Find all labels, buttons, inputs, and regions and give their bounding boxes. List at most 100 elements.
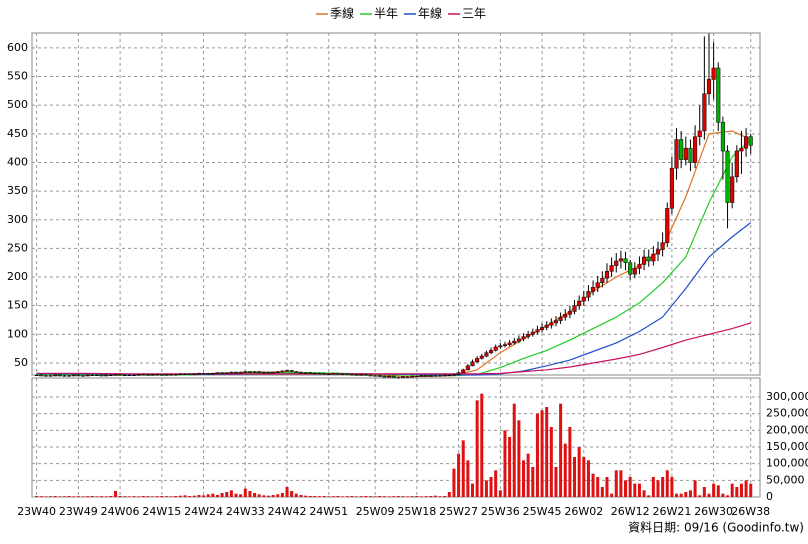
volume-bar bbox=[313, 496, 317, 497]
candle-body bbox=[173, 374, 178, 376]
volume-bar bbox=[735, 487, 739, 497]
candle-body bbox=[679, 139, 684, 160]
volume-bar bbox=[721, 493, 725, 497]
candle-body bbox=[238, 371, 243, 374]
volume-bar bbox=[586, 460, 590, 497]
candle-body bbox=[577, 300, 582, 306]
candle-body bbox=[424, 375, 429, 377]
candle-body bbox=[415, 376, 419, 378]
volume-bar bbox=[480, 393, 484, 497]
candle-body bbox=[48, 375, 53, 377]
candle-body bbox=[396, 377, 401, 379]
x-tick-label: 25W45 bbox=[523, 505, 562, 518]
volume-bar bbox=[494, 470, 498, 497]
candle-body bbox=[382, 375, 387, 378]
candle-body bbox=[368, 374, 373, 377]
volume-bar bbox=[619, 470, 623, 497]
candle-body bbox=[81, 375, 85, 377]
candle-body bbox=[164, 374, 169, 376]
candle-body bbox=[113, 374, 118, 376]
volume-bar bbox=[341, 496, 345, 497]
volume-bar bbox=[656, 480, 660, 497]
candle-body bbox=[322, 373, 327, 375]
volume-bar bbox=[429, 496, 433, 497]
candle-body bbox=[642, 256, 647, 265]
volume-bar bbox=[155, 496, 159, 497]
volume-bar bbox=[503, 430, 507, 497]
x-tick-label: 23W49 bbox=[59, 505, 98, 518]
volume-tick-label: 150,000 bbox=[766, 440, 808, 453]
candle-body bbox=[62, 375, 67, 377]
volume-bar bbox=[174, 496, 178, 497]
volume-bar bbox=[234, 493, 238, 497]
volume-bar bbox=[373, 496, 377, 497]
volume-bar bbox=[192, 495, 196, 497]
volume-bar bbox=[164, 496, 168, 497]
volume-bar bbox=[489, 477, 493, 497]
volume-bar bbox=[633, 483, 637, 497]
candle-body bbox=[706, 79, 712, 94]
candle-body bbox=[553, 320, 559, 324]
volume-bar bbox=[651, 477, 655, 497]
candle-body bbox=[303, 372, 308, 374]
candle-body bbox=[725, 150, 730, 203]
volume-bar bbox=[100, 496, 104, 497]
volume-bar bbox=[308, 496, 312, 497]
candle-body bbox=[280, 370, 285, 373]
candle-body bbox=[456, 372, 461, 375]
volume-bar bbox=[243, 488, 247, 497]
candle-body bbox=[572, 305, 577, 312]
candle-body bbox=[702, 93, 707, 132]
x-tick-label: 24W33 bbox=[226, 505, 265, 518]
candle-body bbox=[284, 370, 290, 372]
volume-bar bbox=[350, 496, 354, 497]
y-tick-label: 200 bbox=[7, 270, 28, 283]
candle-body bbox=[252, 371, 257, 373]
volume-bar bbox=[262, 495, 266, 497]
volume-bar bbox=[123, 496, 127, 497]
candle-body bbox=[122, 375, 127, 376]
volume-bar bbox=[438, 496, 442, 497]
x-tick-label: 24W06 bbox=[101, 505, 140, 518]
candle-body bbox=[71, 374, 76, 377]
volume-bar bbox=[684, 492, 688, 497]
volume-bar bbox=[253, 493, 257, 497]
volume-bar bbox=[716, 485, 720, 497]
candle-body bbox=[359, 374, 364, 376]
candle-body bbox=[308, 372, 313, 374]
candle-body bbox=[377, 375, 382, 377]
volume-bar bbox=[452, 468, 456, 497]
candle-body bbox=[693, 136, 698, 163]
volume-bar bbox=[276, 494, 280, 497]
volume-bar bbox=[151, 496, 155, 497]
candle-body bbox=[34, 375, 39, 376]
volume-bar bbox=[535, 413, 539, 497]
candle-body bbox=[600, 277, 605, 284]
x-tick-label: 26W02 bbox=[564, 505, 603, 518]
volume-bar bbox=[387, 496, 391, 497]
volume-bar bbox=[331, 496, 335, 497]
volume-bar bbox=[665, 470, 669, 497]
volume-bar bbox=[299, 495, 303, 497]
volume-bar bbox=[526, 453, 530, 497]
candle-body bbox=[99, 374, 104, 377]
volume-bar bbox=[248, 491, 252, 497]
volume-bar bbox=[327, 496, 331, 497]
volume-bar bbox=[345, 496, 349, 497]
volume-bar bbox=[368, 496, 372, 497]
x-tick-label: 26W21 bbox=[652, 505, 691, 518]
volume-bar bbox=[457, 453, 461, 497]
volume-bar bbox=[322, 496, 326, 497]
volume-bar bbox=[280, 493, 284, 497]
volume-bar bbox=[545, 407, 549, 497]
candle-body bbox=[623, 258, 628, 263]
volume-bar bbox=[443, 496, 447, 497]
x-tick-label: 25W27 bbox=[439, 505, 478, 518]
candle-body bbox=[313, 373, 317, 375]
volume-bar bbox=[512, 403, 516, 497]
candle-body bbox=[516, 338, 521, 342]
volume-bar bbox=[141, 496, 145, 497]
volume-tick-label: 250,000 bbox=[766, 407, 808, 420]
volume-bar bbox=[188, 496, 192, 497]
volume-bar bbox=[637, 483, 641, 497]
